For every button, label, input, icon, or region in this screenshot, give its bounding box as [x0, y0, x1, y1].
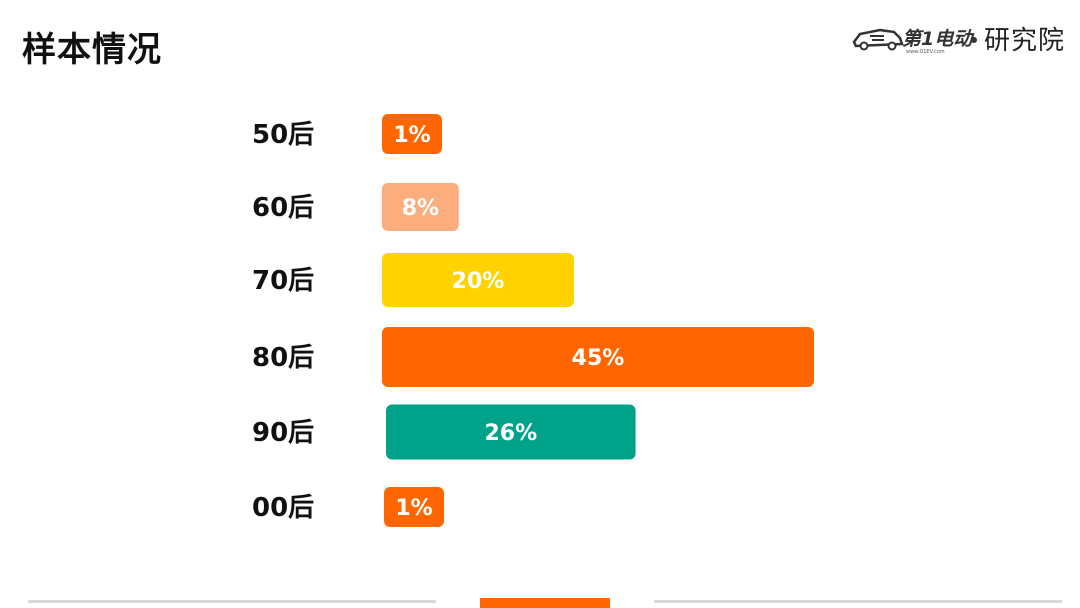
bar	[382, 327, 814, 387]
category-label: 80后	[252, 343, 314, 373]
bar-value-label: 1%	[393, 123, 430, 148]
brand-logo: 第1电动 www.D1EV.com	[852, 28, 977, 55]
logo-dot	[971, 37, 977, 43]
category-label: 00后	[252, 493, 314, 523]
bar	[382, 183, 459, 231]
category-label: 60后	[252, 193, 314, 223]
footer-divider-right	[654, 600, 1062, 603]
logo-small-url: www.D1EV.com	[906, 49, 945, 55]
car-wheel-back	[887, 41, 897, 51]
footer-accent-tab	[480, 598, 610, 608]
bar	[384, 487, 444, 527]
category-label: 70后	[252, 266, 314, 296]
category-label: 50后	[252, 120, 314, 150]
bar	[382, 253, 574, 307]
bar	[386, 404, 636, 460]
logo-institute-text: 研究院	[984, 26, 1066, 56]
category-label: 90后	[252, 418, 314, 448]
bar-value-label: 8%	[402, 196, 439, 221]
bar-value-label: 1%	[395, 496, 432, 521]
bar	[382, 114, 442, 154]
logo-brand-text: 第1电动	[902, 28, 975, 50]
bar-value-label: 45%	[572, 346, 625, 371]
footer-divider-left	[28, 600, 436, 603]
page-title: 样本情况	[22, 30, 162, 70]
car-wheel-front	[859, 41, 869, 51]
bar-value-label: 26%	[484, 421, 537, 446]
bar-value-label: 20%	[452, 269, 505, 294]
